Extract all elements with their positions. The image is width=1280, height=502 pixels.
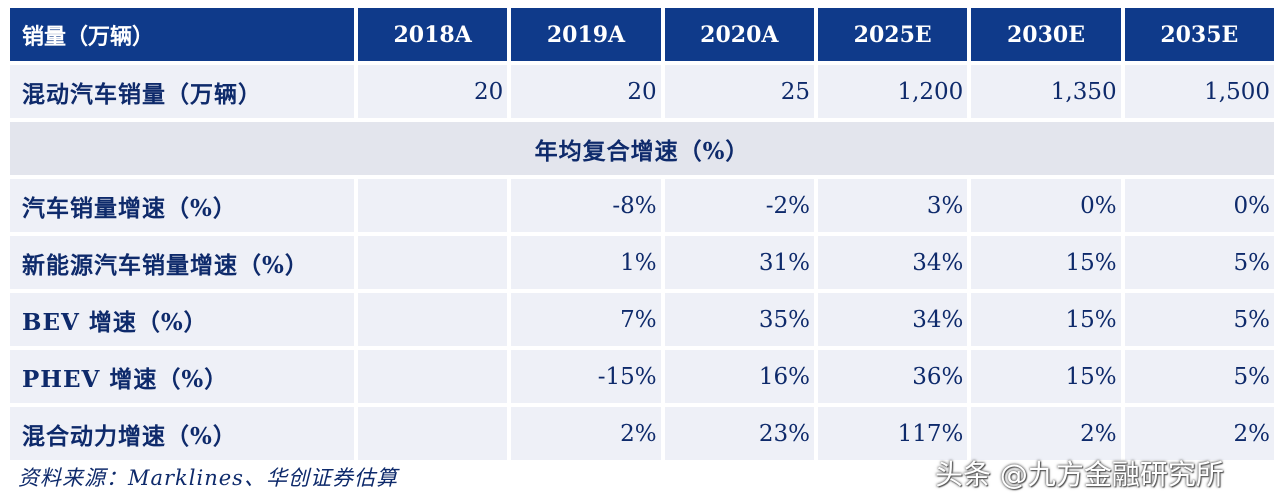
table-cell: 117% <box>817 407 968 460</box>
table-cell <box>358 293 508 346</box>
header-year-2035: 2035E <box>1124 8 1274 61</box>
table-cell <box>358 236 508 289</box>
table-cell: 36% <box>817 350 968 403</box>
table-cell: 20 <box>358 65 508 118</box>
header-label: 销量（万辆） <box>10 8 354 61</box>
table-cell: 23% <box>664 407 814 460</box>
table-cell: -2% <box>664 179 814 232</box>
table-cell: 5% <box>1124 350 1274 403</box>
table-cell: 3% <box>817 179 968 232</box>
table-cell: 1,500 <box>1124 65 1274 118</box>
table-cell <box>358 350 508 403</box>
table-cell: 0% <box>1124 179 1274 232</box>
row-label-auto-sales-growth: 汽车销量增速（%） <box>10 179 354 232</box>
table-cell <box>358 179 508 232</box>
table-cell: 1% <box>511 236 661 289</box>
table-cell: 2% <box>1124 407 1274 460</box>
section-title-cagr: 年均复合增速（%） <box>10 122 1274 175</box>
table-cell: 1,350 <box>971 65 1121 118</box>
table-cell: -15% <box>511 350 661 403</box>
table-cell: 20 <box>511 65 661 118</box>
table-cell: -8% <box>511 179 661 232</box>
row-label-bev-growth: BEV 增速（%） <box>10 293 354 346</box>
table-cell: 34% <box>817 293 968 346</box>
table-cell: 34% <box>817 236 968 289</box>
table-cell: 16% <box>664 350 814 403</box>
table-cell: 5% <box>1124 293 1274 346</box>
forecast-table: 销量（万辆） 2018A 2019A 2020A 2025E 2030E 203… <box>10 8 1274 460</box>
row-label-phev-growth: PHEV 增速（%） <box>10 350 354 403</box>
table-cell: 2% <box>971 407 1121 460</box>
header-year-2030: 2030E <box>971 8 1121 61</box>
table-cell: 1,200 <box>817 65 968 118</box>
header-year-2019: 2019A <box>511 8 661 61</box>
table-cell: 5% <box>1124 236 1274 289</box>
watermark: 头条 @九方金融研究所 <box>935 458 1224 491</box>
row-label-nev-sales-growth: 新能源汽车销量增速（%） <box>10 236 354 289</box>
table-cell: 15% <box>971 293 1121 346</box>
header-year-2020: 2020A <box>664 8 814 61</box>
header-year-2025: 2025E <box>817 8 968 61</box>
table-cell: 15% <box>971 350 1121 403</box>
table-cell: 2% <box>511 407 661 460</box>
table-cell: 31% <box>664 236 814 289</box>
source-note: 资料来源：Marklines、华创证券估算 <box>18 466 398 490</box>
table-cell: 7% <box>511 293 661 346</box>
row-label-hybrid-sales: 混动汽车销量（万辆） <box>10 65 354 118</box>
table-cell: 35% <box>664 293 814 346</box>
header-year-2018: 2018A <box>358 8 508 61</box>
table-cell: 15% <box>971 236 1121 289</box>
row-label-hybrid-growth: 混合动力增速（%） <box>10 407 354 460</box>
table-cell: 25 <box>664 65 814 118</box>
table-cell: 0% <box>971 179 1121 232</box>
table-cell <box>358 407 508 460</box>
